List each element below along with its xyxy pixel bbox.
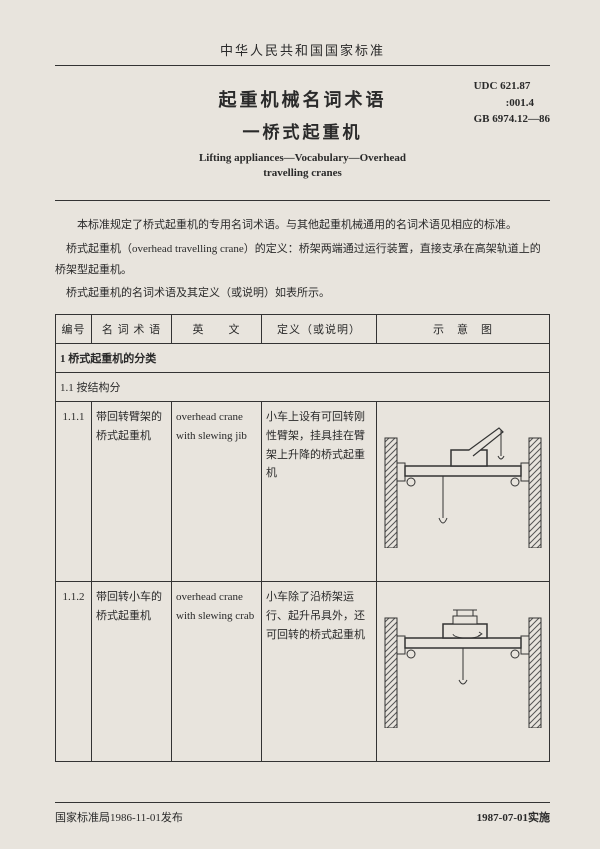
section-1-label: 1 桥式起重机的分类 xyxy=(56,344,550,373)
terms-table: 编号 名 词 术 语 英 文 定义（或说明） 示 意 图 1 桥式起重机的分类 … xyxy=(55,314,550,762)
header-rule xyxy=(55,65,550,66)
cell-term: 带回转臂架的桥式起重机 xyxy=(92,402,172,582)
title-en-1: Lifting appliances—Vocabulary—Overhead xyxy=(55,151,550,166)
th-def: 定义（或说明） xyxy=(262,315,377,344)
cell-en: overhead crane with slewing crab xyxy=(172,582,262,762)
issuer-label: 中华人民共和国国家标准 xyxy=(55,40,550,59)
udc-code: UDC 621.87 xyxy=(474,78,550,95)
cell-figure xyxy=(377,582,550,762)
crane-jib-figure xyxy=(379,408,547,548)
gb-code: GB 6974.12—86 xyxy=(474,111,550,128)
footer-issue-date: 国家标准局1986-11-01发布 xyxy=(55,809,183,825)
th-en: 英 文 xyxy=(172,315,262,344)
cell-term: 带回转小车的桥式起重机 xyxy=(92,582,172,762)
th-fig: 示 意 图 xyxy=(377,315,550,344)
footer-effective-date: 1987-07-01实施 xyxy=(477,809,550,825)
standard-codes: UDC 621.87 :001.4 GB 6974.12—86 xyxy=(474,78,550,128)
intro-p2: 桥式起重机（overhead travelling crane）的定义：桥架两端… xyxy=(55,239,550,281)
cell-en: overhead crane with slewing jib xyxy=(172,402,262,582)
cell-num: 1.1.2 xyxy=(56,582,92,762)
cell-def: 小车上设有可回转刚性臂架，挂具挂在臂架上升降的桥式起重机 xyxy=(262,402,377,582)
udc-code-2: :001.4 xyxy=(474,95,550,112)
section-1-row: 1 桥式起重机的分类 xyxy=(56,344,550,373)
title-rule xyxy=(55,200,550,201)
row-1-1-2: 1.1.2 带回转小车的桥式起重机 overhead crane with sl… xyxy=(56,582,550,762)
intro-p3: 桥式起重机的名词术语及其定义（或说明）如表所示。 xyxy=(55,283,550,304)
table-header-row: 编号 名 词 术 语 英 文 定义（或说明） 示 意 图 xyxy=(56,315,550,344)
section-1-1-label: 1.1 按结构分 xyxy=(56,373,550,402)
crane-crab-figure xyxy=(379,588,547,728)
title-en-2: travelling cranes xyxy=(55,166,550,181)
section-1-1-row: 1.1 按结构分 xyxy=(56,373,550,402)
page-footer: 国家标准局1986-11-01发布 1987-07-01实施 xyxy=(55,802,550,825)
title-block: UDC 621.87 :001.4 GB 6974.12—86 起重机械名词术语… xyxy=(55,86,550,182)
cell-num: 1.1.1 xyxy=(56,402,92,582)
cell-figure xyxy=(377,402,550,582)
row-1-1-1: 1.1.1 带回转臂架的桥式起重机 overhead crane with sl… xyxy=(56,402,550,582)
cell-def: 小车除了沿桥架运行、起升吊具外，还可回转的桥式起重机 xyxy=(262,582,377,762)
th-num: 编号 xyxy=(56,315,92,344)
th-term: 名 词 术 语 xyxy=(92,315,172,344)
intro-p1: 本标准规定了桥式起重机的专用名词术语。与其他起重机械通用的名词术语见相应的标准。 xyxy=(55,215,550,236)
